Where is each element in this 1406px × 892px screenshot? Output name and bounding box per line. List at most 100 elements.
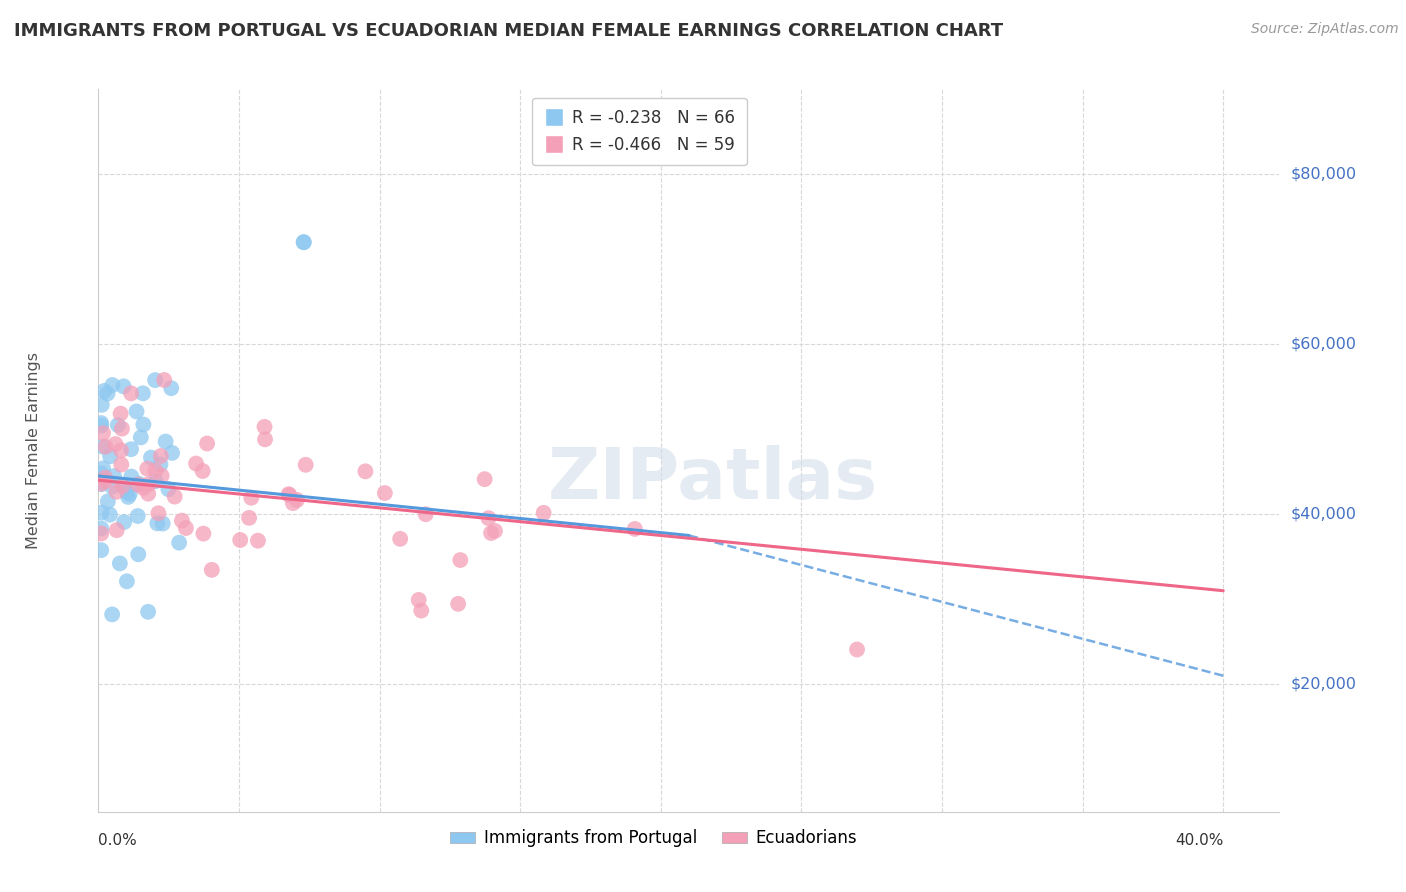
Point <box>94 475 117 489</box>
Point <box>143 373 166 387</box>
Point <box>145 474 167 488</box>
Point <box>281 496 304 510</box>
Text: 0.0%: 0.0% <box>98 833 138 848</box>
Point <box>120 386 142 401</box>
Point <box>253 420 276 434</box>
Point <box>533 506 555 520</box>
Text: Median Female Earnings: Median Female Earnings <box>25 352 41 549</box>
Point <box>170 514 193 528</box>
Point <box>155 434 177 449</box>
Point <box>90 467 112 481</box>
Point <box>229 533 252 547</box>
Point <box>90 476 112 491</box>
Point <box>118 487 141 501</box>
Point <box>150 468 173 483</box>
Point <box>354 464 377 478</box>
Point <box>846 642 869 657</box>
Point <box>112 379 135 393</box>
Legend: Immigrants from Portugal, Ecuadorians: Immigrants from Portugal, Ecuadorians <box>443 822 863 854</box>
Point <box>90 418 112 433</box>
Point <box>153 373 176 387</box>
Point <box>128 476 150 491</box>
Point <box>110 443 132 458</box>
Point <box>449 553 471 567</box>
Point <box>132 481 155 495</box>
Point <box>138 477 160 491</box>
Point <box>149 449 172 463</box>
Point <box>91 426 114 441</box>
Point <box>129 430 152 444</box>
Point <box>114 480 136 494</box>
Point <box>146 516 169 531</box>
Point <box>254 433 277 447</box>
Point <box>93 384 115 398</box>
Point <box>149 458 172 472</box>
Point <box>125 404 148 418</box>
Point <box>477 511 499 525</box>
Point <box>91 461 114 475</box>
Point <box>374 486 396 500</box>
Point <box>136 605 159 619</box>
Point <box>278 488 301 502</box>
Point <box>163 490 186 504</box>
Point <box>117 490 139 504</box>
Text: $60,000: $60,000 <box>1291 336 1357 351</box>
Text: $80,000: $80,000 <box>1291 167 1357 182</box>
Text: 40.0%: 40.0% <box>1175 833 1223 848</box>
Point <box>120 469 142 483</box>
Point <box>184 457 207 471</box>
Point <box>152 516 174 531</box>
Point <box>160 446 183 460</box>
Point <box>90 416 112 430</box>
Point <box>127 509 149 524</box>
Point <box>201 563 224 577</box>
Point <box>408 593 430 607</box>
Text: Source: ZipAtlas.com: Source: ZipAtlas.com <box>1251 22 1399 37</box>
Point <box>115 574 138 589</box>
Point <box>157 482 180 496</box>
Point <box>120 442 142 457</box>
Point <box>108 557 131 571</box>
Point <box>90 506 112 520</box>
Point <box>623 522 645 536</box>
Point <box>415 508 437 522</box>
Point <box>103 469 125 483</box>
Point <box>292 235 315 250</box>
Point <box>127 477 149 491</box>
Point <box>105 523 128 537</box>
Point <box>98 508 121 522</box>
Point <box>136 486 159 500</box>
Point <box>110 407 132 421</box>
Point <box>411 604 433 618</box>
Point <box>90 472 112 486</box>
Point <box>160 381 183 395</box>
Point <box>127 547 149 561</box>
Point <box>90 521 112 535</box>
Point <box>107 418 129 433</box>
Point <box>292 235 315 250</box>
Point <box>167 535 190 549</box>
Point <box>111 479 134 493</box>
Point <box>105 484 128 499</box>
Point <box>94 471 117 485</box>
Point <box>112 515 135 529</box>
Point <box>240 491 263 505</box>
Point <box>90 398 112 412</box>
Point <box>145 463 167 477</box>
Point <box>389 532 412 546</box>
Text: $20,000: $20,000 <box>1291 677 1357 691</box>
Point <box>90 477 112 491</box>
Point <box>191 464 214 478</box>
Text: ZIPatlas: ZIPatlas <box>547 445 877 514</box>
Point <box>104 437 127 451</box>
Point <box>132 386 155 401</box>
Point <box>97 494 120 508</box>
Point <box>195 436 218 450</box>
Text: $40,000: $40,000 <box>1291 507 1357 522</box>
Point <box>91 440 114 454</box>
Point <box>94 440 117 454</box>
Point <box>246 533 269 548</box>
Point <box>96 386 118 401</box>
Point <box>193 526 215 541</box>
Point <box>132 417 155 432</box>
